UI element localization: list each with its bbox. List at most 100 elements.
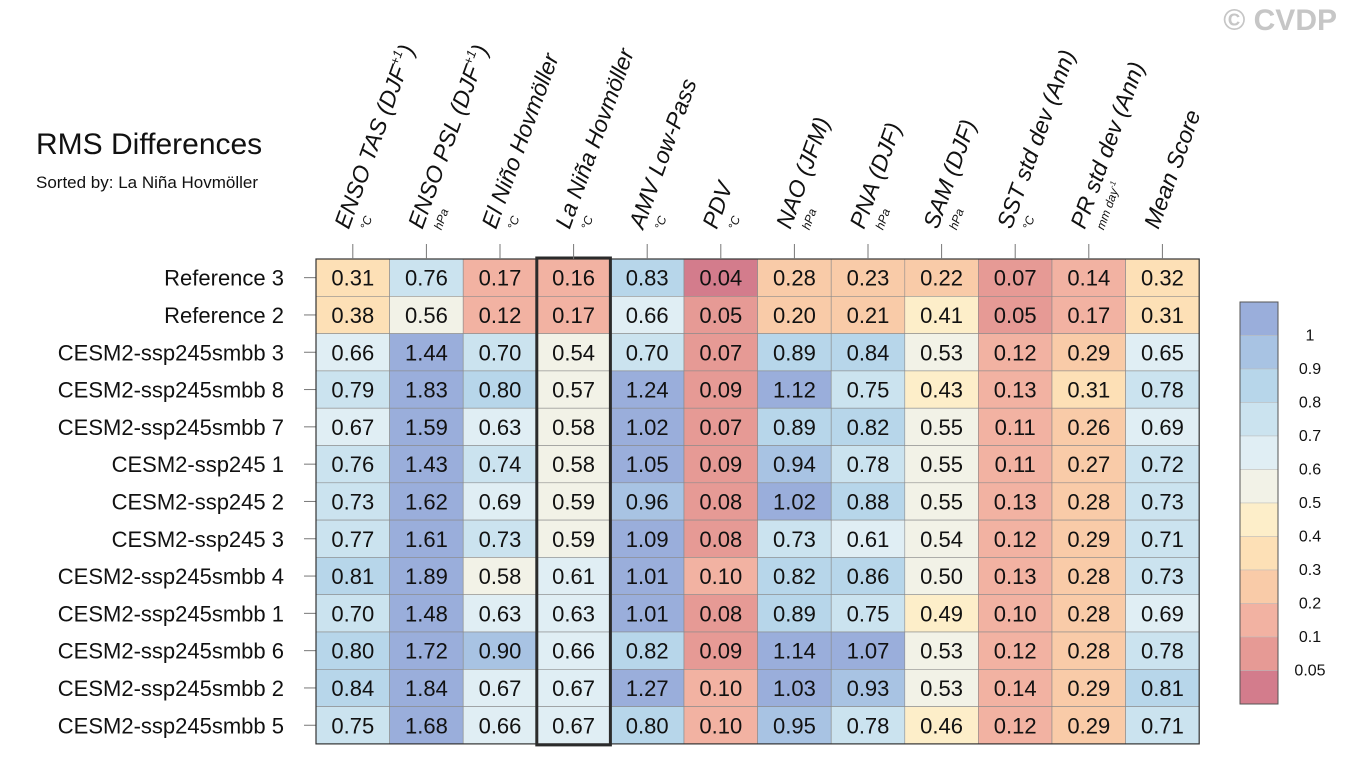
cell-value-label: 0.73: [1141, 489, 1184, 514]
colorbar-tick-label: 0.7: [1299, 428, 1321, 445]
cell-value-label: 0.43: [920, 378, 963, 403]
cell-value-label: 0.71: [1141, 527, 1184, 552]
heatmap-cell: [389, 370, 464, 409]
cell-value-label: 1.02: [773, 489, 816, 514]
cell-value-label: 0.49: [920, 601, 963, 626]
column-header-label: Mean Score: [1139, 106, 1206, 231]
cell-value-label: 0.63: [479, 601, 522, 626]
colorbar-swatch: [1239, 603, 1279, 638]
cell-value-label: 1.24: [626, 378, 669, 403]
cell-value-label: 0.76: [405, 266, 448, 291]
heatmap-cell: [830, 370, 906, 409]
column-header: PDV°C: [697, 176, 743, 232]
cell-value-label: 0.96: [626, 489, 669, 514]
cell-value-label: 0.13: [994, 378, 1037, 403]
cell-value-label: 1.09: [626, 527, 669, 552]
column-header-label: SST std dev (Ann): [991, 46, 1080, 231]
heatmap-cell: [830, 258, 906, 297]
cell-value-label: 0.88: [847, 489, 890, 514]
heatmap-cell: [978, 594, 1053, 633]
cell-value-label: 0.82: [847, 415, 890, 440]
heatmap-cell: [904, 706, 979, 745]
cell-value-label: 0.69: [479, 489, 522, 514]
heatmap-cell: [1051, 594, 1126, 633]
heatmap-cell: [610, 482, 685, 521]
cell-value-label: 0.73: [331, 489, 374, 514]
heatmap-cell: [1125, 482, 1200, 521]
cell-value-label: 1.59: [405, 415, 448, 440]
heatmap-cell: [1125, 370, 1200, 409]
heatmap-cell: [389, 295, 464, 334]
heatmap-cell: [978, 445, 1053, 484]
cell-value-label: 0.58: [552, 452, 595, 477]
heatmap-cell: [683, 668, 758, 707]
column-unit-label: °C: [652, 214, 670, 232]
cell-value-label: 0.66: [479, 713, 522, 738]
colorbar-tick-label: 0.9: [1299, 361, 1321, 378]
heatmap-cell: [757, 668, 832, 707]
heatmap-cell: [315, 594, 390, 633]
heatmap-cell: [683, 594, 758, 633]
cell-value-label: 0.93: [847, 676, 890, 701]
cell-value-label: 0.28: [1067, 564, 1110, 589]
heatmap-cell: [389, 445, 464, 484]
cell-value-label: 0.29: [1067, 340, 1110, 365]
heatmap-cell: [683, 370, 758, 409]
heatmap-cell: [830, 631, 906, 670]
row-label: CESM2-ssp245smbb 8: [58, 378, 284, 403]
cell-value-label: 1.07: [847, 639, 890, 664]
cell-value-label: 0.12: [994, 639, 1037, 664]
heatmap-cell: [536, 557, 611, 596]
cell-value-label: 0.32: [1141, 266, 1184, 291]
cell-value-label: 0.67: [552, 676, 595, 701]
cell-value-label: 0.10: [994, 601, 1037, 626]
column-unit-label: °C: [1020, 214, 1038, 232]
heatmap-cell: [683, 706, 758, 745]
column-header-label: ENSO TAS (DJF+1): [328, 41, 419, 232]
heatmap-cell: [1051, 445, 1126, 484]
colorbar-swatch: [1239, 569, 1279, 604]
heatmap-cell: [830, 333, 906, 372]
colorbar-tick-label: 1: [1306, 328, 1315, 345]
colorbar-swatch: [1239, 435, 1279, 470]
heatmap-cell: [462, 333, 538, 372]
cell-value-label: 0.12: [479, 303, 522, 328]
column-header-label: AMV Low-Pass: [623, 75, 702, 234]
cell-value-label: 0.14: [994, 676, 1037, 701]
column-unit-label: °C: [725, 214, 743, 232]
heatmap-cell: [978, 370, 1053, 409]
column-unit-label: hPa: [873, 206, 894, 231]
cell-value-label: 0.13: [994, 564, 1037, 589]
heatmap-cell: [315, 482, 390, 521]
column-header: Mean Score: [1139, 106, 1206, 231]
heatmap-cell: [830, 668, 906, 707]
heatmap-cell: [315, 557, 390, 596]
colorbar-tick-label: 0.05: [1294, 663, 1325, 680]
cell-value-label: 1.27: [626, 676, 669, 701]
colorbar-swatch: [1239, 536, 1279, 571]
heatmap-cell: [610, 333, 685, 372]
cell-value-label: 0.80: [479, 378, 522, 403]
row-label: CESM2-ssp245 2: [112, 489, 284, 514]
column-header-label: La Niña Hovmöller: [550, 44, 640, 232]
colorbar-tick-label: 0.6: [1299, 462, 1321, 479]
heatmap-cell: [683, 407, 758, 446]
colorbar-tick-label: 0.2: [1299, 596, 1321, 613]
heatmap-cell: [610, 295, 685, 334]
cell-value-label: 0.66: [331, 340, 374, 365]
cell-value-label: 0.27: [1067, 452, 1110, 477]
heatmap-cell: [389, 557, 464, 596]
heatmap-cell: [904, 594, 979, 633]
cell-value-label: 0.07: [699, 415, 742, 440]
heatmap-cell: [978, 407, 1053, 446]
row-label: CESM2-ssp245smbb 5: [58, 713, 284, 738]
heatmap-cell: [1125, 258, 1200, 297]
colorbar-border: [1239, 301, 1279, 705]
cell-value-label: 0.90: [479, 639, 522, 664]
cell-value-label: 0.66: [552, 639, 595, 664]
column-header-label: ENSO PSL (DJF+1): [402, 41, 493, 232]
cell-value-label: 0.78: [1141, 639, 1184, 664]
cell-value-label: 0.50: [920, 564, 963, 589]
heatmap-cell: [978, 631, 1053, 670]
heatmap-cell: [978, 333, 1053, 372]
